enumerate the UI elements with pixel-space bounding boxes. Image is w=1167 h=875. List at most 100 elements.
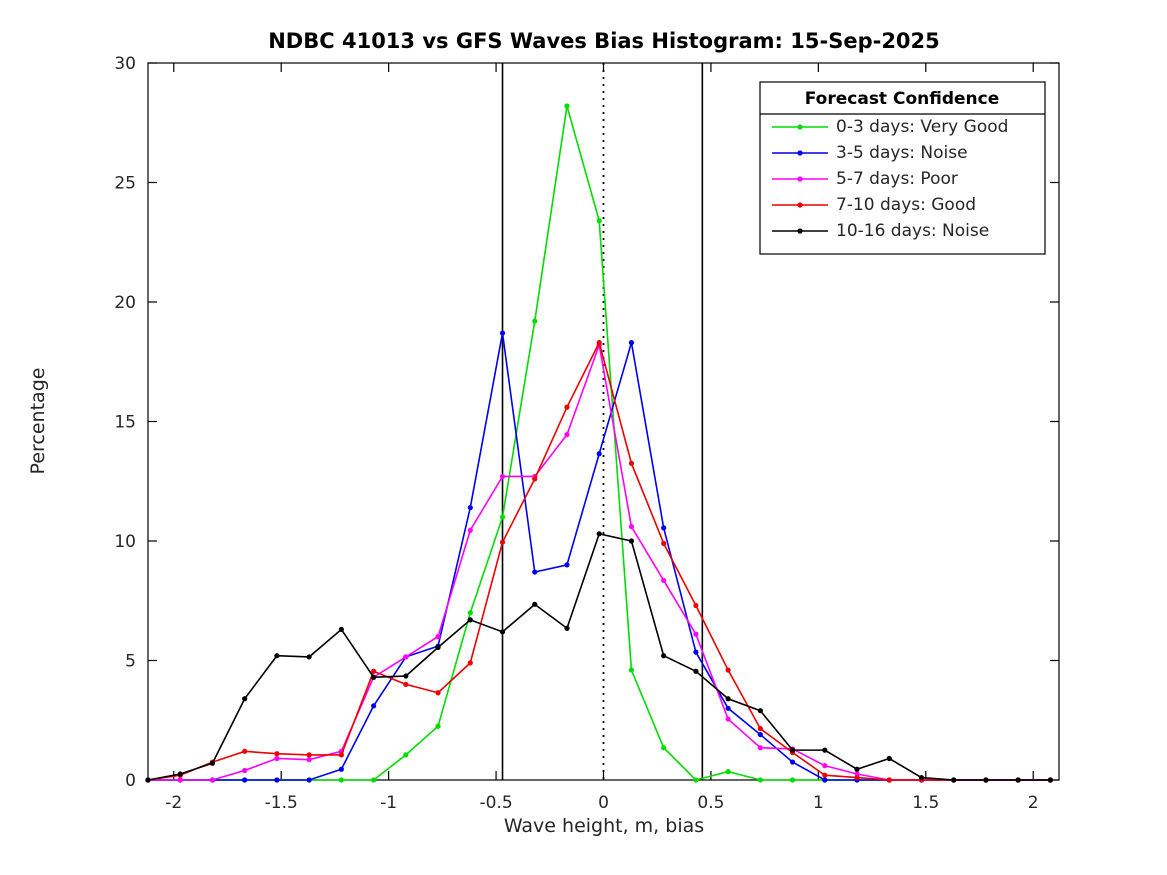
data-point <box>499 330 506 336</box>
data-point <box>661 745 667 751</box>
data-point <box>564 625 570 631</box>
page-title: NDBC 41013 vs GFS Waves Bias Histogram: … <box>268 29 940 53</box>
data-point <box>177 777 183 783</box>
data-point <box>435 723 441 729</box>
data-point <box>499 629 506 635</box>
data-point <box>757 708 763 714</box>
legend-swatch-marker <box>797 150 803 156</box>
data-point <box>951 777 957 783</box>
data-point <box>822 772 828 778</box>
data-point <box>242 696 248 702</box>
legend-background <box>759 81 1046 255</box>
legend-item-2[interactable]: 5-7 days: Poor <box>772 169 958 189</box>
data-point <box>661 540 667 546</box>
data-point <box>564 432 570 438</box>
data-point <box>145 777 151 783</box>
x-tick-label: -2 <box>165 793 182 813</box>
series-4[interactable] <box>145 531 1054 783</box>
y-tick-label: 0 <box>125 771 136 791</box>
x-tick-label: -0.5 <box>479 793 512 813</box>
data-point <box>854 771 860 777</box>
x-tick-label: 1 <box>813 793 824 813</box>
data-point <box>854 775 860 781</box>
data-point <box>242 767 248 774</box>
data-point <box>403 654 409 660</box>
data-point <box>242 777 248 783</box>
x-tick-label: 2 <box>1028 793 1039 813</box>
data-point <box>661 653 667 659</box>
reference-line-group <box>501 63 704 780</box>
legend-item-label: 0-3 days: Very Good <box>836 117 1008 137</box>
data-point <box>306 757 312 763</box>
data-point <box>628 524 635 530</box>
data-point <box>532 318 538 324</box>
data-point <box>661 525 667 531</box>
legend-item-1[interactable]: 3-5 days: Noise <box>772 143 968 163</box>
y-tick-label: 5 <box>125 652 136 672</box>
series-group <box>145 103 1054 783</box>
data-point <box>564 404 570 410</box>
data-point <box>693 649 699 655</box>
legend-item-label: 10-16 days: Noise <box>836 221 989 241</box>
y-tick-group: 0 5 10 15 20 25 30 <box>114 54 1059 791</box>
data-point <box>371 668 377 674</box>
data-point <box>274 755 280 762</box>
data-point <box>628 538 635 544</box>
data-point <box>209 760 216 766</box>
data-point <box>757 745 763 751</box>
data-point <box>725 769 731 775</box>
data-point <box>564 562 570 568</box>
data-point <box>467 660 473 666</box>
legend-item-3[interactable]: 7-10 days: Good <box>772 195 976 215</box>
data-point <box>757 777 763 783</box>
legend-entries: 0-3 days: Very Good 3-5 days: Noise 5-7 da… <box>772 117 1008 241</box>
data-point <box>403 752 409 758</box>
data-point <box>693 777 699 783</box>
data-point <box>209 777 216 783</box>
legend[interactable]: Forecast Confidence 0-3 days: Very Good 3… <box>759 81 1046 255</box>
y-tick-label: 20 <box>114 293 136 313</box>
data-point <box>789 747 796 753</box>
data-point <box>596 218 602 224</box>
data-point <box>499 514 506 520</box>
data-point <box>757 731 763 738</box>
data-point <box>886 755 892 762</box>
y-axis-label: Percentage <box>27 368 49 475</box>
data-point <box>435 690 441 696</box>
data-point <box>338 752 344 758</box>
legend-swatch-marker <box>797 228 803 234</box>
data-point <box>306 777 312 783</box>
y-tick-label: 15 <box>114 413 136 433</box>
data-point <box>693 602 699 609</box>
data-point <box>822 763 828 769</box>
data-point <box>499 539 506 545</box>
data-point <box>274 777 280 783</box>
data-point <box>274 653 280 659</box>
legend-item-4[interactable]: 10-16 days: Noise <box>772 221 989 241</box>
data-point <box>371 777 377 783</box>
y-tick-label: 30 <box>114 54 136 74</box>
data-point <box>886 777 892 783</box>
data-point <box>822 747 828 753</box>
data-point <box>338 626 344 633</box>
data-point <box>822 777 828 783</box>
x-tick-label: 0.5 <box>697 793 724 813</box>
data-point <box>403 681 409 688</box>
data-point <box>596 531 602 537</box>
legend-item-label: 3-5 days: Noise <box>836 143 968 163</box>
data-point <box>725 705 731 711</box>
data-point <box>338 777 344 783</box>
data-point <box>371 674 377 680</box>
data-point <box>725 716 731 722</box>
data-point <box>435 644 441 650</box>
legend-item-0[interactable]: 0-3 days: Very Good <box>772 117 1008 137</box>
data-point <box>532 476 538 482</box>
data-point <box>338 766 344 772</box>
data-point <box>789 777 796 783</box>
legend-item-label: 7-10 days: Good <box>836 195 976 215</box>
legend-swatch-marker <box>797 202 803 208</box>
data-point <box>532 601 538 607</box>
data-point <box>725 667 731 673</box>
x-tick-label: -1.5 <box>265 793 298 813</box>
x-tick-label: 0 <box>598 793 609 813</box>
